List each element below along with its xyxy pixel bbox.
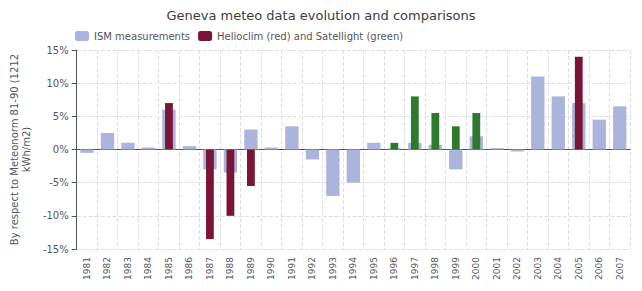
svg-text:2006: 2006 — [594, 257, 604, 280]
svg-text:Helioclim (red) and Satellight: Helioclim (red) and Satellight (green) — [217, 31, 403, 42]
svg-text:1994: 1994 — [348, 257, 358, 280]
svg-text:Geneva meteo data evolution an: Geneva meteo data evolution and comparis… — [166, 8, 475, 23]
svg-text:15%: 15% — [47, 45, 69, 56]
svg-text:1986: 1986 — [184, 257, 194, 280]
svg-text:5%: 5% — [53, 111, 69, 122]
svg-text:1992: 1992 — [307, 257, 317, 280]
svg-text:2004: 2004 — [553, 257, 563, 280]
svg-text:1988: 1988 — [225, 257, 235, 280]
svg-text:1985: 1985 — [164, 257, 174, 280]
svg-text:1995: 1995 — [369, 257, 379, 280]
svg-text:1989: 1989 — [246, 257, 256, 280]
svg-text:1991: 1991 — [287, 257, 297, 280]
svg-text:2002: 2002 — [512, 257, 522, 280]
svg-text:-10%: -10% — [43, 210, 69, 221]
svg-text:ISM measurements: ISM measurements — [94, 31, 190, 42]
svg-text:1999: 1999 — [451, 257, 461, 280]
svg-text:1996: 1996 — [389, 257, 399, 280]
svg-text:1984: 1984 — [143, 257, 153, 280]
svg-text:1983: 1983 — [123, 257, 133, 280]
svg-text:2007: 2007 — [615, 257, 625, 280]
svg-text:2003: 2003 — [533, 257, 543, 280]
svg-text:1993: 1993 — [328, 257, 338, 280]
svg-text:1981: 1981 — [82, 257, 92, 280]
svg-text:-15%: -15% — [43, 244, 69, 255]
svg-text:10%: 10% — [47, 78, 69, 89]
svg-text:1997: 1997 — [410, 257, 420, 280]
svg-text:1982: 1982 — [102, 257, 112, 280]
svg-text:1990: 1990 — [266, 257, 276, 280]
svg-text:1998: 1998 — [430, 257, 440, 280]
svg-text:0%: 0% — [53, 144, 69, 155]
svg-text:-5%: -5% — [49, 177, 68, 188]
svg-text:2005: 2005 — [574, 257, 584, 280]
svg-text:1987: 1987 — [205, 257, 215, 280]
svg-text:By respect to Meteonorm 81-90: By respect to Meteonorm 81-90 (1212 — [9, 54, 20, 245]
svg-text:2000: 2000 — [471, 257, 481, 280]
svg-text:2001: 2001 — [492, 257, 502, 280]
svg-text:kWh/m2): kWh/m2) — [21, 127, 32, 172]
